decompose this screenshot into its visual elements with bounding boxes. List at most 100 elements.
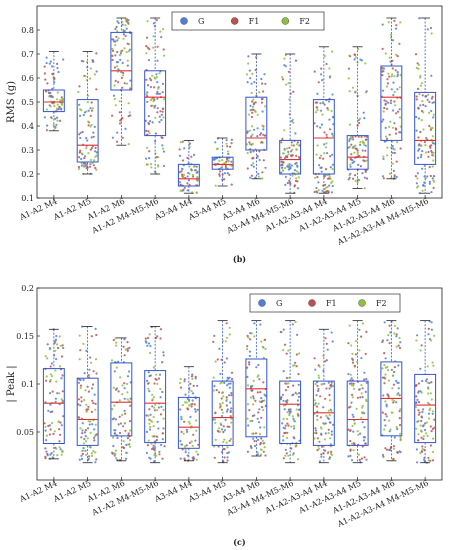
data-point — [426, 381, 429, 384]
data-point — [325, 142, 328, 145]
data-point — [314, 111, 317, 114]
y-tick-label: 0.05 — [16, 428, 34, 437]
data-point — [248, 141, 251, 144]
data-point — [432, 154, 435, 157]
data-point — [392, 383, 395, 386]
data-point — [420, 436, 423, 439]
data-point — [349, 172, 352, 175]
data-point — [46, 82, 49, 85]
data-point — [124, 412, 127, 415]
data-point — [148, 150, 151, 153]
data-point — [92, 402, 95, 405]
data-point — [430, 339, 433, 342]
data-point — [298, 156, 301, 159]
data-point — [83, 437, 86, 441]
data-point — [82, 378, 85, 381]
data-point — [148, 48, 151, 51]
data-point — [93, 125, 96, 128]
data-point — [398, 42, 401, 45]
data-point — [93, 439, 96, 442]
data-point — [364, 144, 367, 147]
data-point — [428, 166, 431, 169]
data-point — [330, 381, 333, 384]
data-point — [356, 181, 359, 184]
data-point — [387, 369, 390, 372]
data-point — [219, 170, 222, 173]
data-point — [195, 450, 198, 453]
data-point — [324, 360, 327, 363]
data-point — [162, 408, 165, 412]
data-point — [227, 152, 230, 156]
data-point — [291, 174, 294, 177]
data-point — [80, 164, 84, 167]
data-point — [351, 424, 354, 428]
data-point — [251, 100, 254, 103]
data-point — [186, 430, 189, 433]
data-point — [320, 109, 323, 112]
data-point — [80, 396, 83, 399]
data-point — [156, 97, 159, 100]
data-point — [184, 451, 187, 454]
data-point — [263, 426, 266, 429]
data-point — [119, 376, 122, 379]
data-point — [287, 168, 290, 171]
data-point — [61, 344, 64, 347]
box — [414, 373, 437, 444]
data-point — [225, 322, 228, 325]
box — [279, 380, 302, 445]
data-point — [292, 90, 295, 93]
data-point — [360, 416, 363, 419]
data-point — [118, 100, 121, 103]
data-point — [60, 108, 63, 111]
data-point — [254, 176, 257, 179]
data-point — [79, 131, 82, 134]
data-point — [190, 405, 193, 408]
data-point — [415, 115, 418, 119]
data-point — [118, 415, 121, 418]
data-point — [286, 436, 289, 439]
data-point — [384, 366, 387, 369]
data-point — [415, 448, 418, 451]
data-point — [431, 95, 434, 98]
data-point — [417, 106, 420, 109]
data-point — [287, 385, 290, 389]
data-point — [61, 97, 64, 101]
data-point — [162, 54, 166, 57]
data-point — [88, 368, 91, 371]
data-point — [151, 405, 154, 408]
data-point — [290, 164, 294, 167]
data-point — [129, 404, 132, 407]
data-point — [417, 144, 420, 147]
data-point — [227, 159, 230, 162]
data-point — [115, 366, 118, 369]
data-point — [94, 408, 97, 411]
data-point — [224, 418, 227, 421]
data-point — [258, 158, 261, 162]
data-point — [213, 445, 216, 448]
data-point — [350, 344, 353, 347]
data-point — [386, 146, 389, 149]
data-point — [417, 413, 420, 416]
data-point — [145, 451, 148, 454]
data-point — [122, 446, 125, 449]
data-point — [87, 405, 90, 408]
data-point — [222, 430, 225, 434]
data-point — [113, 429, 116, 432]
data-point — [329, 166, 332, 169]
data-point — [178, 381, 181, 385]
data-point — [259, 448, 263, 451]
data-point — [83, 398, 86, 402]
data-point — [93, 159, 96, 162]
data-point — [179, 408, 182, 411]
data-point — [181, 173, 184, 176]
data-point — [284, 183, 287, 186]
data-point — [316, 101, 319, 104]
data-point — [331, 132, 334, 135]
data-point — [363, 143, 366, 146]
data-point — [157, 164, 160, 167]
data-point — [261, 171, 264, 174]
data-point — [383, 364, 386, 367]
data-point — [250, 82, 253, 85]
data-point — [190, 168, 193, 171]
data-point — [195, 165, 198, 168]
